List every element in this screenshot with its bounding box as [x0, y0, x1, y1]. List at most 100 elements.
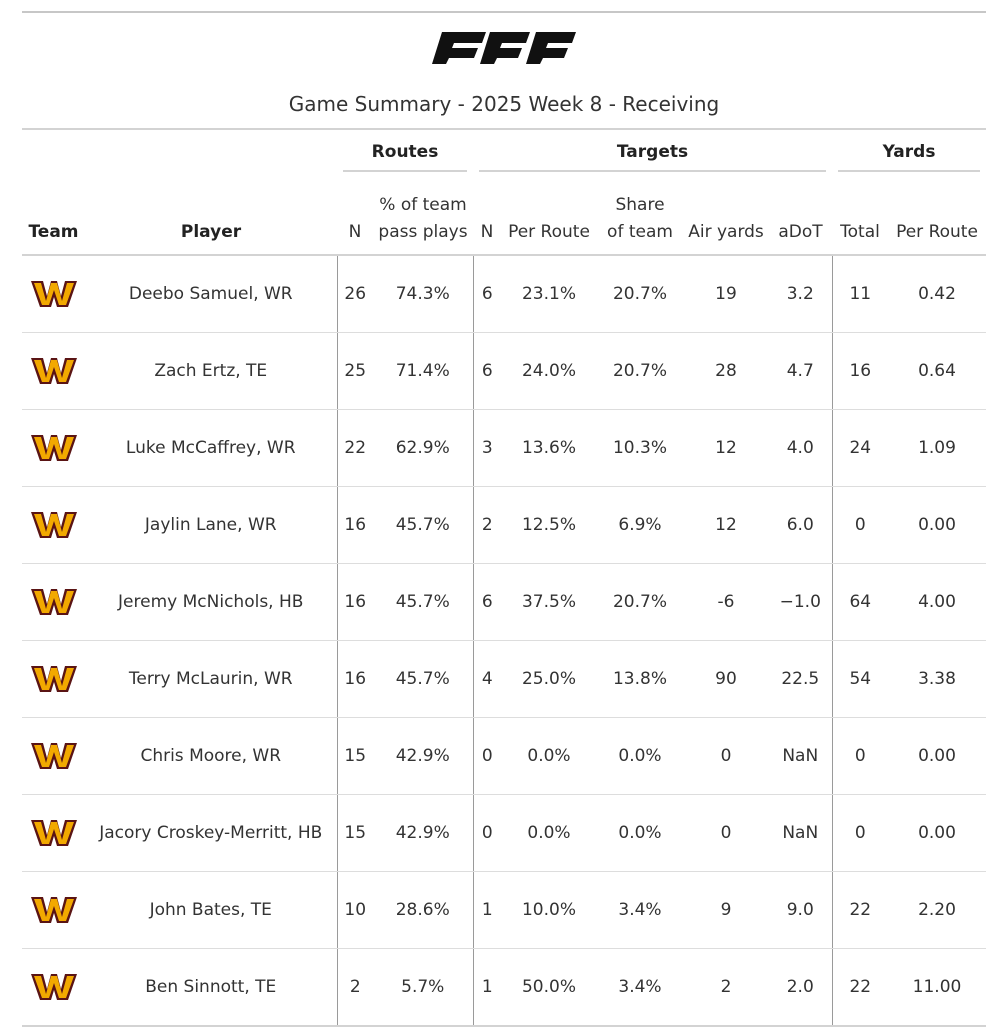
- player-name: Luke McCaffrey, WR: [85, 409, 337, 487]
- player-name: Jeremy McNichols, HB: [85, 563, 337, 641]
- yards-total: 22: [831, 948, 889, 1027]
- column-header-share-of-team: Share of team: [597, 178, 683, 256]
- routes-pct: 28.6%: [373, 871, 473, 949]
- targets-per-route: 0.0%: [501, 794, 597, 872]
- column-header-team: Team: [22, 178, 85, 256]
- routes-pct: 74.3%: [373, 255, 473, 333]
- share-of-team: 0.0%: [597, 794, 683, 872]
- yards-total: 54: [831, 640, 889, 718]
- yards-per-route: 0.00: [888, 794, 987, 872]
- routes-n: 26: [336, 255, 373, 333]
- column-header-targets-per-route: Per Route: [501, 178, 597, 256]
- table-row: Jacory Croskey-Merritt, HB 15 42.9% 0 0.…: [22, 794, 987, 872]
- targets-per-route: 37.5%: [501, 563, 597, 641]
- yards-per-route: 0.42: [888, 255, 987, 333]
- targets-per-route: 23.1%: [501, 255, 597, 333]
- team-cell: [22, 255, 85, 333]
- spanner-routes: Routes: [337, 128, 473, 178]
- targets-per-route: 25.0%: [501, 640, 597, 718]
- targets-n: 0: [472, 794, 501, 872]
- column-header-adot: aDoT: [769, 178, 833, 256]
- routes-pct: 45.7%: [373, 563, 473, 641]
- targets-per-route: 10.0%: [501, 871, 597, 949]
- share-of-team: 0.0%: [597, 717, 683, 795]
- routes-pct: 71.4%: [373, 332, 473, 410]
- spanner-yards: Yards: [832, 128, 987, 178]
- table-row: Jaylin Lane, WR 16 45.7% 2 12.5% 6.9% 12…: [22, 486, 987, 564]
- air-yards: -6: [683, 563, 769, 641]
- commanders-logo-icon: [30, 666, 77, 692]
- team-cell: [22, 717, 85, 795]
- player-name: Chris Moore, WR: [85, 717, 337, 795]
- yards-total: 16: [831, 332, 889, 410]
- targets-per-route: 0.0%: [501, 717, 597, 795]
- team-cell: [22, 409, 85, 487]
- share-of-team: 3.4%: [597, 871, 683, 949]
- player-name: Deebo Samuel, WR: [85, 255, 337, 333]
- yards-per-route: 3.38: [888, 640, 987, 718]
- column-header-player: Player: [85, 178, 337, 256]
- commanders-logo-icon: [30, 743, 77, 769]
- commanders-logo-icon: [30, 589, 77, 615]
- spanner-targets: Targets: [473, 128, 833, 178]
- targets-per-route: 12.5%: [501, 486, 597, 564]
- commanders-logo-icon: [30, 281, 77, 307]
- share-of-team: 20.7%: [597, 332, 683, 410]
- adot: 9.0: [769, 871, 833, 949]
- player-name: Jacory Croskey-Merritt, HB: [85, 794, 337, 872]
- table-row: Luke McCaffrey, WR 22 62.9% 3 13.6% 10.3…: [22, 409, 987, 487]
- adot: 2.0: [769, 948, 833, 1027]
- yards-total: 64: [831, 563, 889, 641]
- air-yards: 2: [683, 948, 769, 1027]
- player-name: Zach Ertz, TE: [85, 332, 337, 410]
- routes-n: 16: [336, 563, 373, 641]
- yards-per-route: 0.00: [888, 717, 987, 795]
- receiving-table: Routes Targets Yards Team Player N % of …: [22, 128, 987, 1027]
- targets-n: 6: [472, 563, 501, 641]
- table-row: Terry McLaurin, WR 16 45.7% 4 25.0% 13.8…: [22, 640, 987, 718]
- commanders-logo-icon: [30, 435, 77, 461]
- routes-n: 22: [336, 409, 373, 487]
- air-yards: 28: [683, 332, 769, 410]
- targets-n: 6: [472, 255, 501, 333]
- yards-per-route: 4.00: [888, 563, 987, 641]
- share-of-team: 13.8%: [597, 640, 683, 718]
- pff-logo-icon: [432, 32, 576, 64]
- commanders-logo-icon: [30, 974, 77, 1000]
- team-cell: [22, 948, 85, 1027]
- routes-pct: 5.7%: [373, 948, 473, 1027]
- share-of-team: 20.7%: [597, 255, 683, 333]
- routes-n: 16: [336, 486, 373, 564]
- table-body: Deebo Samuel, WR 26 74.3% 6 23.1% 20.7% …: [22, 255, 987, 1027]
- yards-total: 0: [831, 486, 889, 564]
- routes-n: 2: [336, 948, 373, 1027]
- table-title: Game Summary - 2025 Week 8 - Receiving: [288, 92, 720, 116]
- column-header-routes-pct: % of team pass plays: [373, 178, 473, 256]
- commanders-logo-icon: [30, 897, 77, 923]
- targets-per-route: 50.0%: [501, 948, 597, 1027]
- yards-total: 22: [831, 871, 889, 949]
- team-cell: [22, 794, 85, 872]
- yards-total: 11: [831, 255, 889, 333]
- air-yards: 12: [683, 409, 769, 487]
- table-row: Zach Ertz, TE 25 71.4% 6 24.0% 20.7% 28 …: [22, 332, 987, 410]
- column-header-routes-n: N: [337, 178, 373, 256]
- air-yards: 9: [683, 871, 769, 949]
- share-of-team: 20.7%: [597, 563, 683, 641]
- player-name: Terry McLaurin, WR: [85, 640, 337, 718]
- air-yards: 19: [683, 255, 769, 333]
- team-cell: [22, 563, 85, 641]
- routes-n: 15: [336, 717, 373, 795]
- player-name: Jaylin Lane, WR: [85, 486, 337, 564]
- adot: 6.0: [769, 486, 833, 564]
- table-row: Deebo Samuel, WR 26 74.3% 6 23.1% 20.7% …: [22, 255, 987, 333]
- routes-pct: 62.9%: [373, 409, 473, 487]
- team-cell: [22, 332, 85, 410]
- yards-per-route: 2.20: [888, 871, 987, 949]
- targets-per-route: 13.6%: [501, 409, 597, 487]
- share-of-team: 3.4%: [597, 948, 683, 1027]
- team-cell: [22, 871, 85, 949]
- adot: 3.2: [769, 255, 833, 333]
- column-header-yards-total: Total: [832, 178, 889, 256]
- air-yards: 0: [683, 794, 769, 872]
